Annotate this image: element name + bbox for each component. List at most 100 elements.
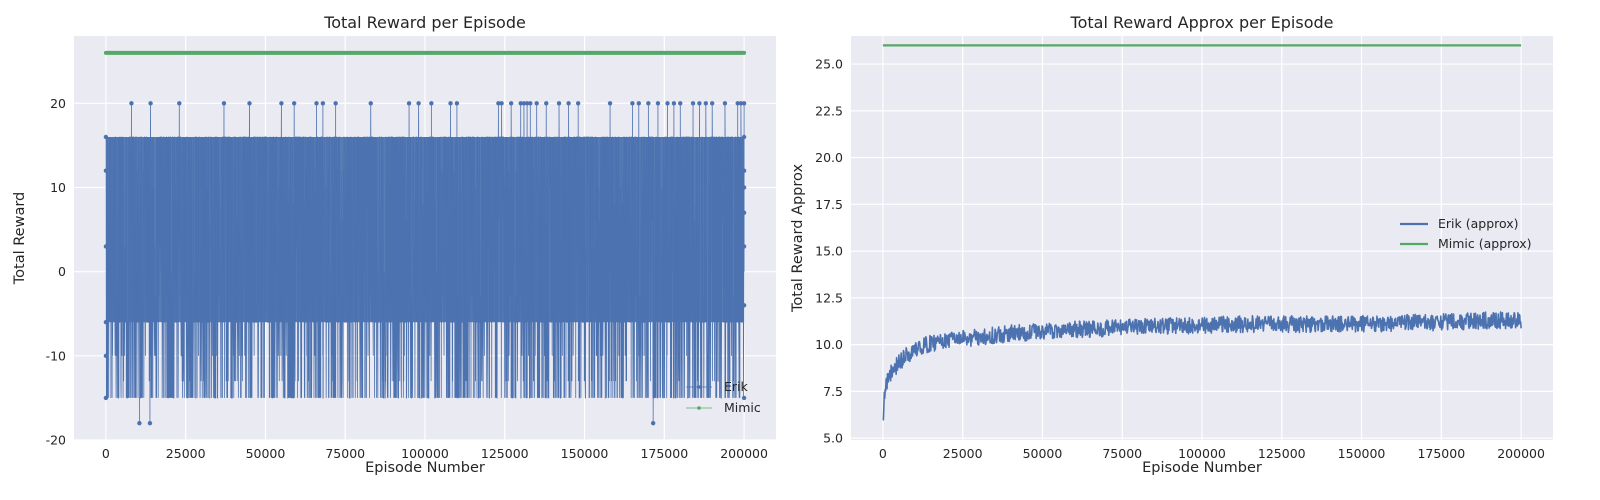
y-tick-label: 15.0 xyxy=(815,244,843,259)
erik-point xyxy=(741,395,747,401)
erik-point xyxy=(247,101,252,106)
erik-point xyxy=(697,101,702,106)
erik-point xyxy=(534,101,539,106)
x-tick-label: 75000 xyxy=(325,446,365,461)
x-tick-label: 150000 xyxy=(561,446,609,461)
erik-point xyxy=(741,244,747,249)
x-tick-label: 25000 xyxy=(166,446,206,461)
x-tick-label: 175000 xyxy=(640,446,688,461)
y-axis-label-left: Total Reward xyxy=(12,192,28,285)
x-tick-label: 125000 xyxy=(1258,446,1306,461)
erik-point xyxy=(630,101,635,106)
erik-point xyxy=(320,101,326,106)
y-tick-label: 5.0 xyxy=(823,431,843,446)
erik-point xyxy=(671,101,677,106)
y-tick-label: -20 xyxy=(46,433,66,448)
erik-point xyxy=(521,101,527,106)
erik-point xyxy=(735,101,740,106)
erik-point xyxy=(741,168,747,173)
erik-point xyxy=(650,420,656,426)
erik-point xyxy=(741,185,747,190)
erik-point xyxy=(147,420,153,426)
erik-point xyxy=(741,210,747,215)
chart-title-right: Total Reward Approx per Episode xyxy=(1070,13,1334,32)
legend-left: Erik Mimic xyxy=(686,379,761,415)
x-tick-label: 50000 xyxy=(246,446,286,461)
x-tick-label: 200000 xyxy=(720,446,768,461)
y-tick-label: 10 xyxy=(50,180,66,195)
erik-point xyxy=(148,101,153,106)
y-tick-label: 17.5 xyxy=(815,197,843,212)
erik-point xyxy=(103,395,109,401)
erik-point xyxy=(703,101,708,106)
erik-point xyxy=(709,101,715,106)
y-tick-label: 12.5 xyxy=(815,290,843,305)
y-tick-label: 7.5 xyxy=(823,384,843,399)
erik-point xyxy=(499,101,504,106)
series-right xyxy=(882,44,1522,421)
erik-point xyxy=(221,101,227,106)
erik-point xyxy=(129,101,134,106)
erik-point xyxy=(279,101,284,106)
erik-point xyxy=(607,101,613,106)
legend-right: Erik (approx) Mimic (approx) xyxy=(1400,216,1532,251)
erik-point xyxy=(636,101,641,106)
chart-left: 0 25000 50000 75000 100000 125000 150000 175000… xyxy=(12,13,776,476)
series-left xyxy=(103,50,747,426)
erik-point xyxy=(137,420,142,426)
erik-point xyxy=(368,101,373,106)
y-tick-label: 25.0 xyxy=(815,57,843,72)
erik-point xyxy=(508,101,514,106)
ticks-left: 0 25000 50000 75000 100000 125000 150000 175000… xyxy=(46,96,768,461)
erik-point xyxy=(103,134,109,140)
x-tick-label: 25000 xyxy=(943,446,983,461)
y-tick-label: 20 xyxy=(50,96,66,111)
y-tick-label: 0 xyxy=(58,264,66,279)
erik-point xyxy=(454,101,460,106)
erik-point xyxy=(291,101,297,106)
grid-right xyxy=(851,36,1553,440)
erik-point xyxy=(738,101,744,106)
x-tick-label: 150000 xyxy=(1338,446,1386,461)
x-tick-label: 50000 xyxy=(1023,446,1063,461)
chart-right: 0 25000 50000 75000 100000 125000 150000 175000… xyxy=(790,13,1553,476)
erik-point xyxy=(678,101,683,106)
y-tick-label: 22.5 xyxy=(815,103,843,118)
erik-point xyxy=(103,168,109,173)
erik-point xyxy=(103,319,109,325)
legend-label-mimic: Mimic xyxy=(724,400,761,415)
erik-point xyxy=(741,134,747,140)
erik-point xyxy=(177,101,182,106)
erik-point xyxy=(566,101,571,106)
erik-dense-band xyxy=(105,137,745,323)
x-tick-label: 175000 xyxy=(1417,446,1465,461)
x-tick-label: 125000 xyxy=(481,446,529,461)
erik-point xyxy=(524,101,530,106)
erik-point xyxy=(722,101,728,106)
erik-point xyxy=(544,101,549,106)
x-tick-label: 100000 xyxy=(1178,446,1226,461)
erik-point xyxy=(429,101,434,106)
erik-point xyxy=(496,101,501,106)
legend-marker-erik xyxy=(697,385,701,389)
y-tick-label: 10.0 xyxy=(815,337,843,352)
erik-point xyxy=(665,101,670,106)
erik-point xyxy=(103,244,109,249)
x-tick-label: 75000 xyxy=(1102,446,1142,461)
erik-point xyxy=(556,101,562,106)
erik-point xyxy=(518,101,523,106)
y-tick-label: -10 xyxy=(46,348,66,363)
erik-point xyxy=(741,101,747,106)
erik-point xyxy=(314,101,319,106)
legend-label-erik: Erik xyxy=(724,379,749,394)
x-axis-label-left: Episode Number xyxy=(365,460,485,476)
legend-label-erik-approx: Erik (approx) xyxy=(1438,216,1519,231)
x-tick-label: 200000 xyxy=(1497,446,1545,461)
erik-point xyxy=(406,101,412,106)
erik-point xyxy=(103,353,109,359)
erik-point xyxy=(416,101,421,106)
x-tick-label: 0 xyxy=(879,446,887,461)
chart-title-left: Total Reward per Episode xyxy=(323,13,526,32)
x-tick-label: 100000 xyxy=(401,446,449,461)
